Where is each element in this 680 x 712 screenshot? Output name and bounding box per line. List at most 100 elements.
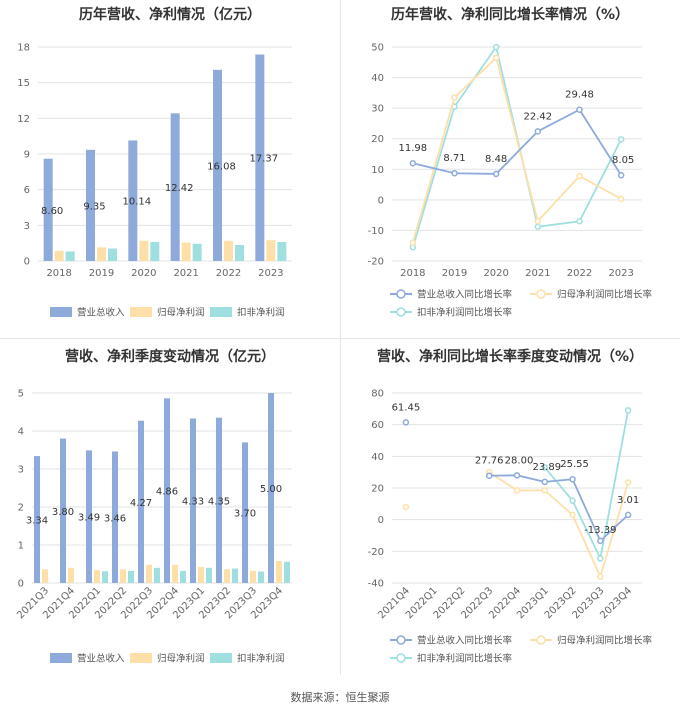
data-label: 8.48	[485, 154, 507, 165]
y-tick-label: 2	[18, 503, 24, 514]
legend-label: 营业总收入同比增长率	[417, 635, 513, 647]
x-tick-label: 2023	[258, 268, 283, 279]
bar	[150, 241, 160, 261]
legend-marker	[396, 653, 406, 663]
bar	[139, 240, 149, 261]
y-tick-label: 0	[378, 515, 384, 526]
bar	[224, 569, 230, 583]
bar	[138, 420, 144, 583]
legend-swatch	[50, 653, 72, 663]
bar	[34, 456, 40, 583]
legend-marker	[536, 635, 546, 645]
vertical-divider	[340, 0, 341, 675]
bar	[154, 567, 160, 583]
data-point	[513, 472, 521, 479]
data-source-note: 数据来源：恒生聚源	[290, 691, 390, 704]
bar	[232, 568, 238, 583]
x-tick-label: 2022	[216, 268, 241, 279]
y-tick-label: -20	[368, 257, 384, 268]
data-point	[541, 478, 549, 486]
bar	[65, 251, 75, 261]
y-tick-label: -20	[368, 547, 384, 558]
y-tick-label: -10	[368, 226, 384, 237]
data-point	[451, 169, 458, 177]
data-point	[617, 171, 625, 179]
legend-label: 归母净利润同比增长率	[557, 635, 653, 647]
y-tick-label: 40	[371, 73, 384, 84]
bar	[242, 442, 248, 583]
data-point	[576, 218, 583, 225]
bar	[108, 248, 117, 261]
legend-label: 扣非净利润同比增长率	[417, 653, 513, 665]
x-tick-label: 2021	[173, 268, 198, 279]
data-point	[617, 195, 625, 203]
data-point	[541, 487, 549, 494]
bar	[86, 450, 92, 583]
data-label: 16.08	[207, 161, 236, 172]
data-label: 3.34	[26, 516, 48, 527]
y-tick-label: 0	[378, 195, 384, 206]
series-line	[412, 108, 622, 176]
chart-title: 营收、净利同比增长率季度变动情况（%）	[376, 349, 644, 365]
bar	[102, 571, 108, 583]
y-tick-label: 4	[18, 427, 24, 438]
bar	[128, 570, 134, 583]
bar	[170, 113, 180, 261]
data-label: 23.89	[532, 462, 561, 473]
bar	[146, 564, 152, 583]
y-tick-label: 12	[17, 114, 30, 125]
bar	[172, 564, 178, 583]
bar	[206, 567, 212, 583]
y-tick-label: 18	[17, 43, 30, 54]
bar	[277, 241, 287, 261]
x-tick-label: 2019	[89, 268, 114, 279]
data-label: 12.42	[165, 183, 194, 194]
y-tick-label: 10	[371, 165, 384, 176]
legend-marker	[396, 289, 406, 299]
chart-title: 历年营收、净利情况（亿元）	[79, 7, 261, 23]
legend-marker	[396, 635, 406, 645]
data-label: 4.35	[208, 496, 230, 507]
data-point	[617, 136, 625, 143]
data-label: 3.49	[78, 513, 100, 524]
legend-label: 扣非净利润同比增长率	[417, 307, 513, 319]
x-tick-label: 2018	[400, 268, 425, 279]
legend-label: 扣非净利润	[237, 653, 285, 665]
data-label: 29.48	[565, 90, 594, 101]
bar	[224, 240, 233, 261]
bar	[255, 54, 265, 261]
series-line	[488, 471, 629, 580]
data-point	[402, 503, 410, 511]
bar	[54, 250, 64, 261]
y-tick-label: 80	[371, 389, 384, 400]
x-tick-label: 2018	[46, 268, 71, 279]
series-line	[411, 55, 622, 243]
y-tick-label: 15	[17, 78, 30, 89]
legend-label: 扣非净利润	[237, 307, 285, 319]
y-tick-label: 1	[18, 541, 24, 552]
data-point	[569, 511, 576, 519]
data-point	[492, 43, 500, 51]
y-tick-label: 5	[18, 389, 24, 400]
y-tick-label: 30	[371, 104, 384, 115]
bar	[198, 567, 204, 583]
data-label: 8.60	[41, 206, 63, 217]
data-point	[541, 464, 549, 471]
x-tick-label: 2022	[567, 268, 592, 279]
annual-growth-chart: -20 -10 0 10 20 30 40 50 11.98 8.71 8.48 22.42 29.48…	[368, 43, 653, 319]
data-point	[409, 239, 417, 246]
series-line	[489, 474, 629, 543]
data-point	[597, 555, 604, 562]
bar	[164, 398, 170, 583]
legend-swatch	[130, 653, 152, 663]
y-tick-label: 9	[24, 150, 30, 161]
bar	[284, 561, 290, 583]
bar	[60, 438, 66, 583]
y-tick-label: 0	[18, 579, 24, 590]
data-label: 17.37	[250, 154, 279, 165]
data-label: 3.01	[617, 495, 639, 506]
bar	[94, 570, 100, 583]
legend-label: 营业总收入	[77, 653, 125, 665]
data-label: 9.35	[83, 201, 105, 212]
chart-title: 历年营收、净利同比增长率情况（%）	[390, 7, 630, 23]
